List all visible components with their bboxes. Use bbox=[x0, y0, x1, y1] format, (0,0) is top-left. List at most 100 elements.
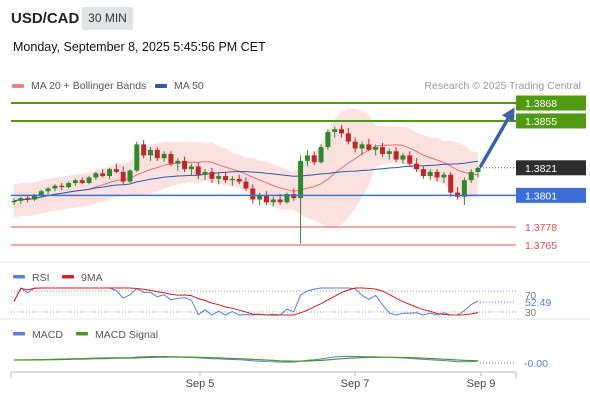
rsi-value: 52.49 bbox=[525, 297, 551, 309]
candle bbox=[441, 171, 447, 183]
candle-body bbox=[59, 185, 65, 188]
candlesticks bbox=[11, 125, 481, 244]
rsi-line bbox=[13, 287, 479, 316]
candle bbox=[147, 147, 153, 161]
candle-body bbox=[120, 171, 126, 182]
level-label-box bbox=[516, 95, 586, 111]
forecast-arrow-shaft bbox=[479, 110, 514, 168]
candle-body bbox=[25, 198, 31, 200]
candle-body bbox=[127, 170, 133, 182]
price-levels: 1.3868 1.3855 1.3821 1.3801 1.3778 1.3765 bbox=[11, 95, 586, 252]
candle-body bbox=[31, 195, 37, 200]
candle-body bbox=[386, 151, 392, 155]
candle bbox=[475, 166, 481, 178]
candle bbox=[229, 176, 235, 186]
candle bbox=[107, 167, 113, 179]
candle bbox=[93, 171, 99, 181]
level-label-box bbox=[516, 113, 586, 129]
candle-body bbox=[339, 129, 345, 134]
candle-body bbox=[325, 131, 331, 148]
candle-body bbox=[182, 160, 188, 170]
symbol-title: USD/CAD bbox=[11, 10, 80, 27]
candle-body bbox=[38, 191, 44, 196]
candle bbox=[18, 196, 24, 204]
candle bbox=[352, 137, 358, 153]
candle bbox=[420, 166, 426, 179]
candle bbox=[243, 177, 249, 192]
candle-body bbox=[461, 180, 467, 197]
candle bbox=[318, 144, 324, 164]
candle bbox=[202, 169, 208, 181]
candle bbox=[386, 148, 392, 160]
legend-ma50: MA 50 bbox=[155, 80, 204, 92]
candle-body bbox=[277, 199, 283, 203]
candle-body bbox=[229, 178, 235, 181]
candle bbox=[366, 138, 372, 152]
candle bbox=[325, 129, 331, 150]
candle bbox=[66, 181, 72, 189]
candle-body bbox=[420, 169, 426, 177]
forecast-arrow-head bbox=[501, 107, 515, 123]
macd-signal-line bbox=[14, 356, 479, 362]
x-tick-label: Sep 9 bbox=[467, 378, 496, 390]
macd-label: MACD bbox=[32, 329, 63, 341]
rsi-ma-line bbox=[13, 287, 479, 316]
level-label-text: 1.3801 bbox=[525, 190, 557, 202]
candle-body bbox=[359, 144, 365, 149]
legend-ma20: MA 20 + Bollinger Bands bbox=[12, 80, 146, 92]
candle bbox=[113, 163, 119, 174]
candle-body bbox=[134, 144, 140, 171]
bollinger-fill bbox=[14, 108, 478, 228]
candle bbox=[134, 141, 140, 172]
candle-body bbox=[407, 155, 413, 164]
rsi-swatch bbox=[13, 275, 25, 279]
candle-body bbox=[141, 144, 147, 156]
candle-body bbox=[434, 171, 440, 178]
candle bbox=[11, 198, 17, 206]
level-label-box bbox=[516, 160, 586, 176]
candle bbox=[427, 169, 433, 181]
candle bbox=[468, 169, 474, 183]
candle-body bbox=[298, 160, 304, 199]
candle-body bbox=[223, 176, 229, 181]
candle bbox=[223, 171, 229, 183]
candle-body bbox=[107, 169, 113, 177]
candle bbox=[379, 142, 385, 157]
timeframe-button[interactable]: 30 MIN bbox=[82, 7, 133, 30]
candle-body bbox=[318, 147, 324, 163]
candle bbox=[434, 169, 440, 182]
candle-body bbox=[441, 174, 447, 178]
moving-averages bbox=[13, 144, 479, 202]
candle bbox=[414, 158, 420, 172]
candle-body bbox=[113, 169, 119, 172]
candle bbox=[304, 149, 310, 167]
candle bbox=[161, 151, 167, 163]
candle bbox=[400, 152, 406, 164]
level-label-text: 1.3855 bbox=[525, 116, 557, 128]
candle-body bbox=[373, 147, 379, 150]
candle bbox=[407, 151, 413, 167]
candle bbox=[461, 177, 467, 206]
candle-body bbox=[414, 163, 420, 170]
candle-body bbox=[468, 171, 474, 181]
ma50-line bbox=[13, 160, 479, 202]
candle-body bbox=[175, 160, 181, 164]
candle-body bbox=[332, 129, 338, 132]
level-label-text: 1.3778 bbox=[525, 222, 557, 234]
candle bbox=[79, 177, 85, 185]
candle bbox=[52, 184, 58, 192]
candle-body bbox=[448, 174, 454, 193]
candle-body bbox=[18, 198, 24, 201]
bollinger-bands bbox=[14, 108, 478, 228]
candle bbox=[216, 173, 222, 185]
candle-body bbox=[250, 188, 256, 200]
macd-legend: MACD MACD Signal bbox=[13, 329, 158, 341]
candle bbox=[25, 195, 31, 203]
candle-body bbox=[345, 133, 351, 142]
candle-body bbox=[400, 155, 406, 160]
candle bbox=[373, 144, 379, 156]
candle bbox=[195, 162, 201, 179]
macd-signal-label: MACD Signal bbox=[95, 329, 158, 341]
candle bbox=[182, 156, 188, 172]
